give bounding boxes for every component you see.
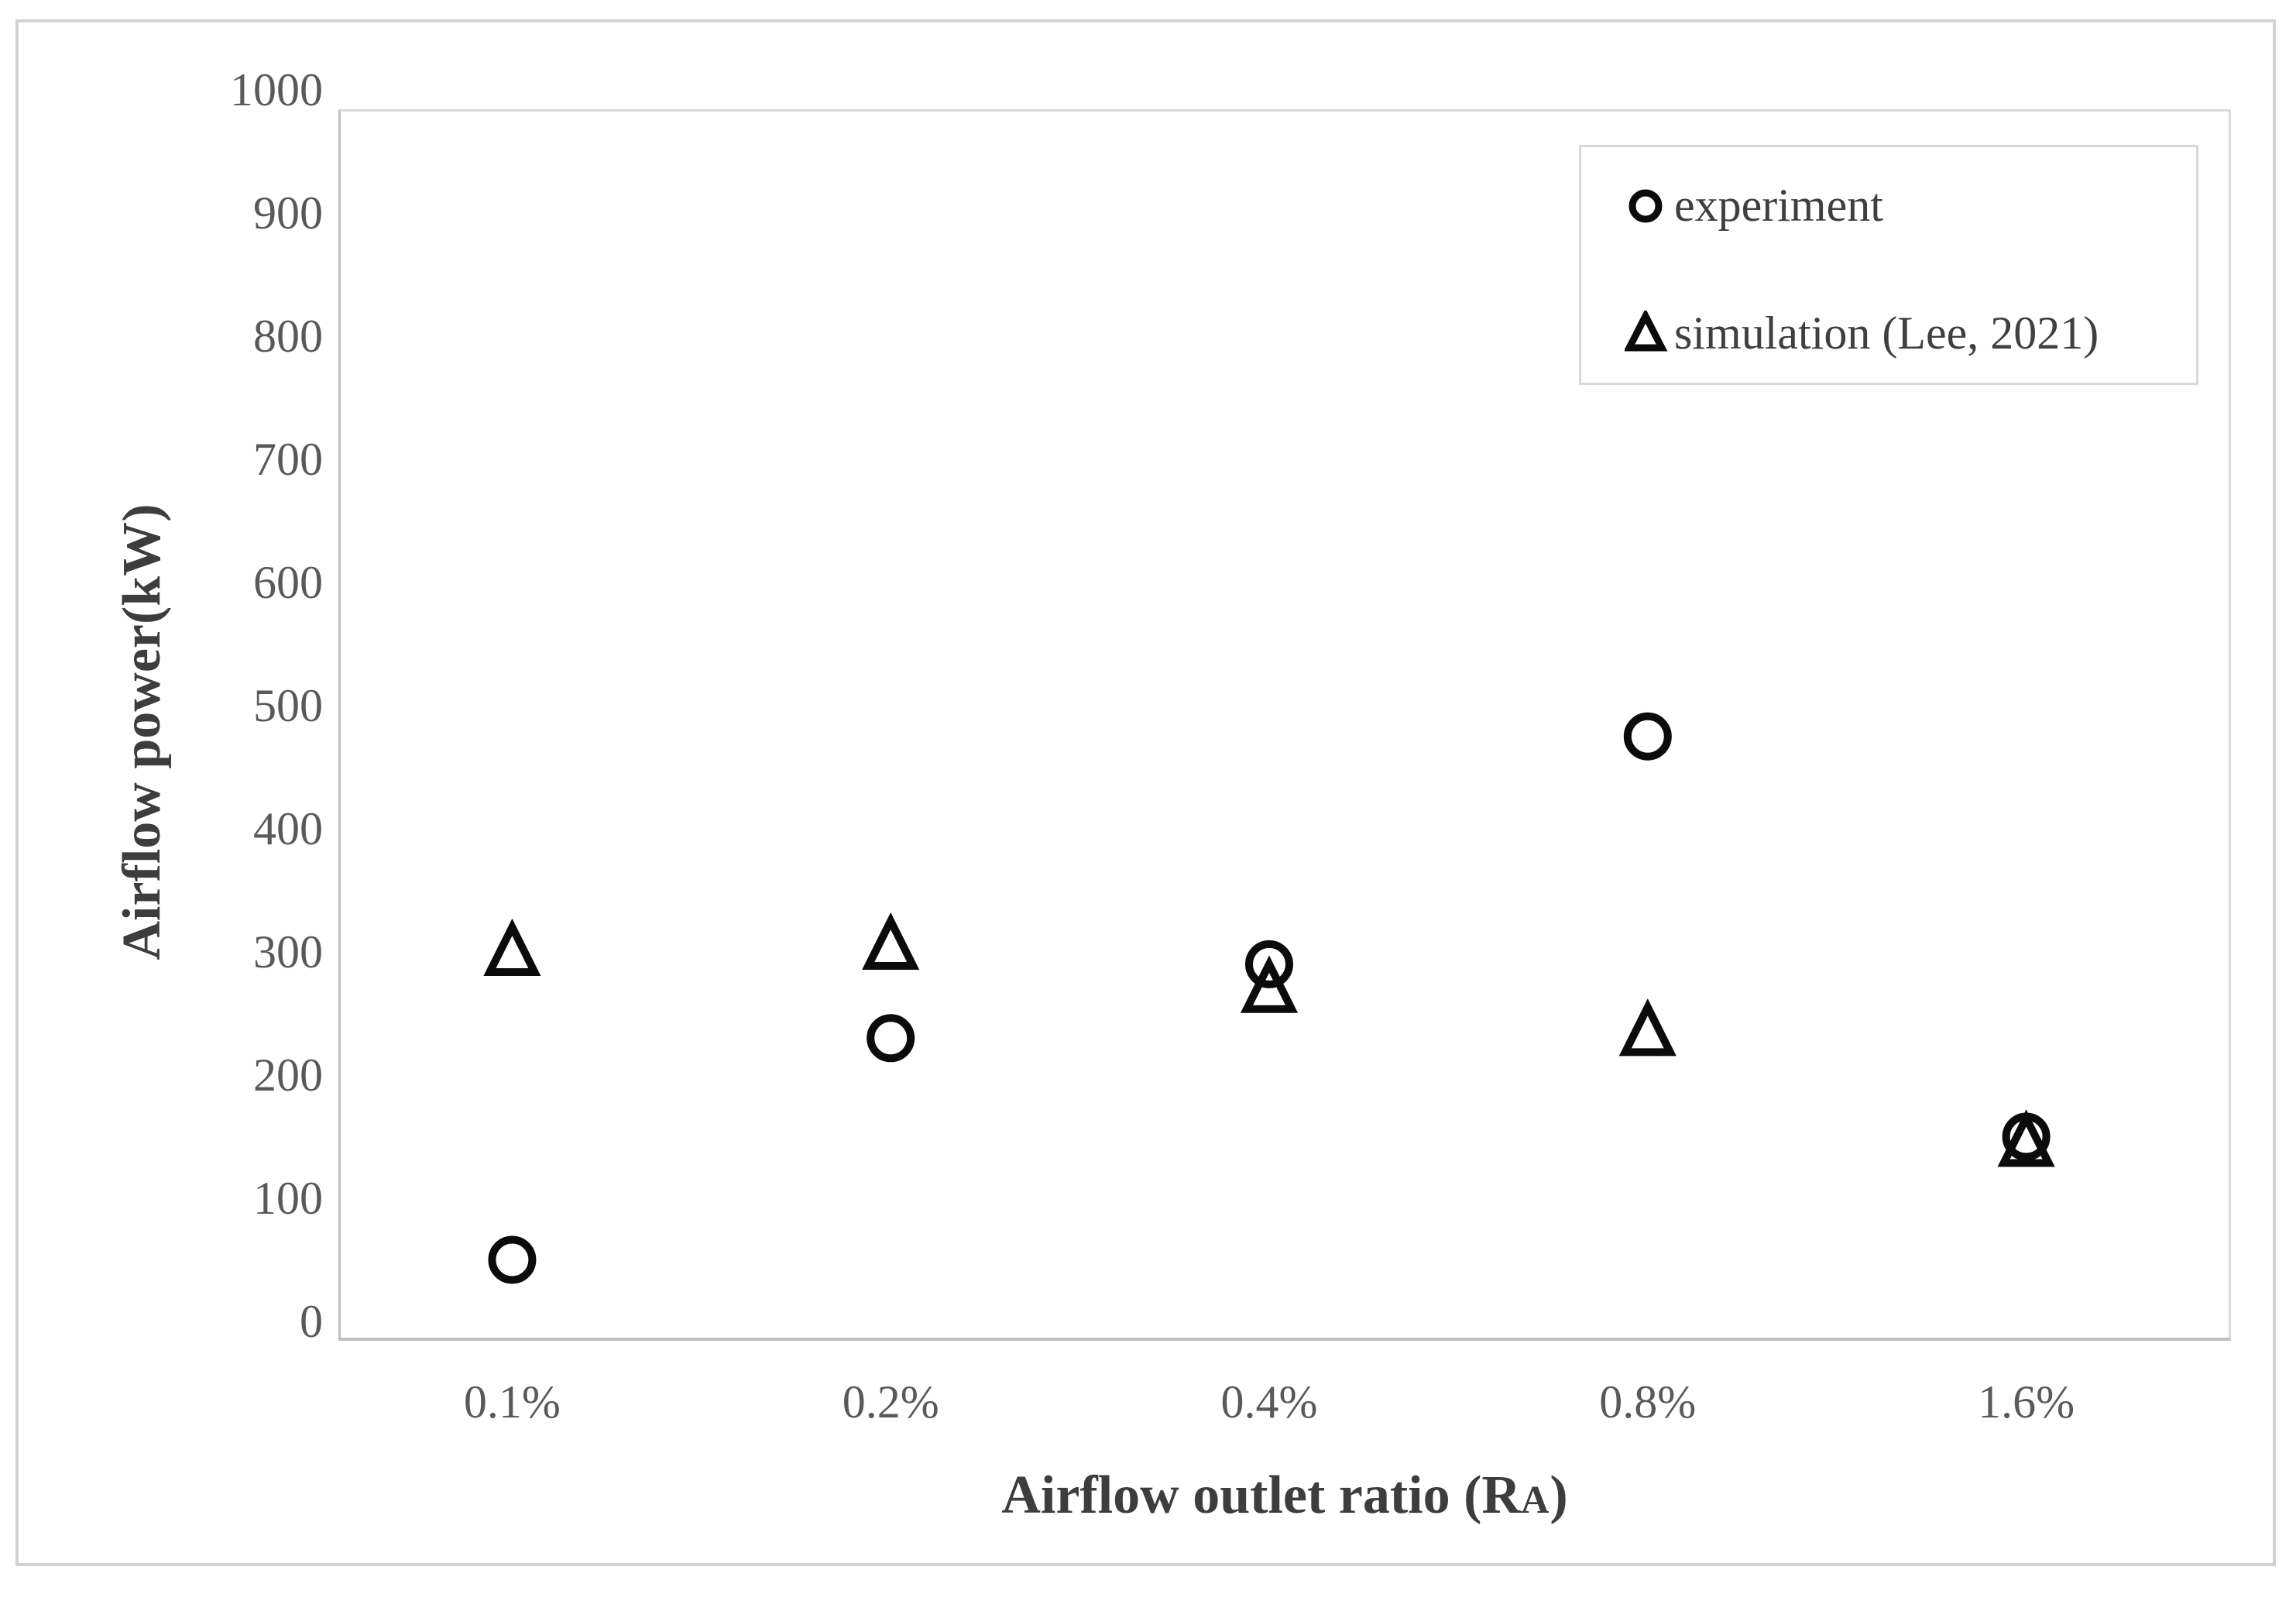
legend-entry-experiment: experiment <box>1625 178 1883 232</box>
y-tick-label: 500 <box>253 680 323 731</box>
triangle-marker-icon <box>1625 311 1668 352</box>
legend-entry-simulation: simulation (Lee, 2021) <box>1625 306 2099 360</box>
x-tick-label: 0.2% <box>842 1376 939 1428</box>
legend-box: experiment simulation (Lee, 2021) <box>1579 145 2198 385</box>
chart-canvas <box>483 712 2055 1284</box>
legend-label-simulation: simulation (Lee, 2021) <box>1674 307 2099 359</box>
simulation-data-point <box>862 912 920 971</box>
legend-label-experiment: experiment <box>1674 179 1883 231</box>
y-tick-label: 900 <box>253 187 323 239</box>
x-tick-label: 1.6% <box>1978 1376 2075 1428</box>
simulation-data-point <box>1618 998 1677 1057</box>
y-axis-title: Airflow power(kW) <box>112 503 172 960</box>
simulation-data-point <box>483 918 541 976</box>
experiment-data-point <box>1245 940 1293 988</box>
simulation-data-point <box>1240 955 1299 1013</box>
data-points-layer <box>483 712 2055 1284</box>
experiment-data-point <box>867 1014 915 1063</box>
x-tick-label: 0.1% <box>463 1376 561 1428</box>
circle-marker-icon <box>1628 189 1663 223</box>
x-axis-title: Airflow outlet ratio (RA) <box>338 1465 2231 1527</box>
y-tick-label: 1000 <box>230 64 323 115</box>
experiment-data-point <box>1623 712 1672 761</box>
y-tick-label: 0 <box>300 1296 323 1347</box>
y-tick-label: 100 <box>253 1173 323 1224</box>
y-tick-label: 200 <box>253 1050 323 1101</box>
y-tick-label: 300 <box>253 926 323 978</box>
x-tick-label: 0.8% <box>1599 1376 1697 1428</box>
x-axis-title-close: ) <box>1550 1465 1568 1525</box>
y-tick-label: 600 <box>253 557 323 608</box>
y-tick-label: 700 <box>253 434 323 485</box>
chart-figure: 0 100 200 300 400 500 600 700 800 900 1000 0.1% 0.2… <box>15 19 2276 1566</box>
x-tick-label: 0.4% <box>1220 1376 1318 1428</box>
simulation-data-point <box>1997 1109 2055 1167</box>
x-axis-title-smallcap: A <box>1520 1478 1550 1521</box>
y-tick-label: 800 <box>253 311 323 362</box>
experiment-data-point <box>488 1235 537 1284</box>
x-axis-title-text: Airflow outlet ratio (R <box>1001 1465 1521 1525</box>
experiment-data-point <box>2002 1112 2051 1161</box>
y-tick-label: 400 <box>253 803 323 854</box>
